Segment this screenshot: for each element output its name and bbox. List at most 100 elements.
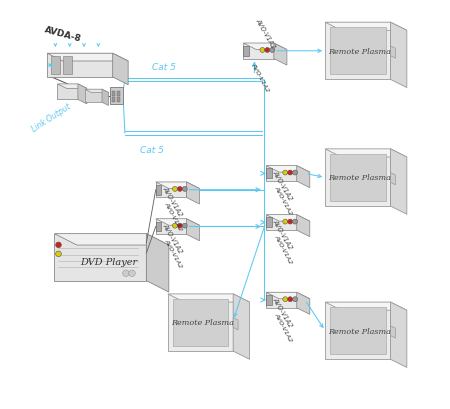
Bar <box>243 47 249 56</box>
Circle shape <box>283 220 288 225</box>
Text: AVO-V1A2: AVO-V1A2 <box>274 234 293 264</box>
Polygon shape <box>266 215 297 231</box>
Polygon shape <box>112 54 128 85</box>
Polygon shape <box>47 54 113 78</box>
Circle shape <box>288 171 292 175</box>
Polygon shape <box>78 85 87 105</box>
Text: AVO-V1A2: AVO-V1A2 <box>162 186 184 218</box>
Bar <box>110 88 123 105</box>
Polygon shape <box>168 294 249 302</box>
Circle shape <box>288 220 292 225</box>
Polygon shape <box>391 47 396 59</box>
Polygon shape <box>58 85 78 100</box>
Polygon shape <box>325 23 407 31</box>
Text: Remote Plasma: Remote Plasma <box>171 319 234 327</box>
Polygon shape <box>186 182 199 204</box>
Polygon shape <box>266 166 310 173</box>
Circle shape <box>56 252 61 257</box>
Polygon shape <box>243 44 287 50</box>
Bar <box>112 98 116 103</box>
Circle shape <box>172 187 177 192</box>
Polygon shape <box>391 149 407 215</box>
Text: Remote Plasma: Remote Plasma <box>328 327 392 335</box>
Bar <box>266 218 272 228</box>
Circle shape <box>260 48 265 53</box>
Polygon shape <box>54 234 169 245</box>
Polygon shape <box>146 234 169 292</box>
Polygon shape <box>243 44 274 59</box>
Polygon shape <box>266 292 310 299</box>
Polygon shape <box>233 294 249 360</box>
Text: DVD Player: DVD Player <box>80 257 137 266</box>
Polygon shape <box>325 23 391 80</box>
Polygon shape <box>47 54 128 62</box>
Text: AVO-V1A2: AVO-V1A2 <box>251 62 270 93</box>
Polygon shape <box>391 23 407 88</box>
Polygon shape <box>266 215 310 222</box>
Polygon shape <box>297 215 310 237</box>
Text: AVO-V1A2: AVO-V1A2 <box>162 222 184 254</box>
Polygon shape <box>156 219 186 235</box>
Bar <box>51 57 60 75</box>
Polygon shape <box>266 292 297 308</box>
Polygon shape <box>85 90 108 93</box>
Bar <box>112 92 116 97</box>
Circle shape <box>283 297 288 302</box>
Bar <box>63 57 72 75</box>
Circle shape <box>292 297 297 302</box>
Circle shape <box>177 224 182 229</box>
Polygon shape <box>266 166 297 182</box>
Polygon shape <box>233 318 238 330</box>
Text: Remote Plasma: Remote Plasma <box>328 174 392 182</box>
Circle shape <box>288 297 292 302</box>
Polygon shape <box>168 294 233 351</box>
Text: AVO-V1A2: AVO-V1A2 <box>274 311 293 342</box>
Circle shape <box>123 270 129 277</box>
Circle shape <box>292 220 297 225</box>
Polygon shape <box>325 302 391 360</box>
Polygon shape <box>274 44 287 66</box>
Polygon shape <box>391 173 396 185</box>
Circle shape <box>270 48 274 53</box>
Bar <box>117 98 121 103</box>
Circle shape <box>182 187 187 192</box>
Polygon shape <box>297 292 310 315</box>
Text: AVO-V1A2: AVO-V1A2 <box>272 296 294 328</box>
Text: AVO-V1A2: AVO-V1A2 <box>272 169 294 201</box>
Text: AVO-V1A2: AVO-V1A2 <box>272 218 294 250</box>
Polygon shape <box>186 219 199 241</box>
Text: AVO-V1A2: AVO-V1A2 <box>254 18 276 49</box>
Polygon shape <box>330 28 386 75</box>
Polygon shape <box>102 90 108 106</box>
Text: AVO-V1A2: AVO-V1A2 <box>274 184 293 215</box>
Polygon shape <box>156 182 199 189</box>
Bar <box>266 169 272 179</box>
Polygon shape <box>58 85 87 89</box>
Circle shape <box>177 187 182 192</box>
Circle shape <box>283 171 288 175</box>
Bar <box>117 92 121 97</box>
Polygon shape <box>297 166 310 188</box>
Polygon shape <box>325 149 391 207</box>
Polygon shape <box>173 299 228 346</box>
Polygon shape <box>156 219 199 226</box>
Bar <box>266 295 272 305</box>
Text: AVO-V1A2: AVO-V1A2 <box>163 238 183 268</box>
Polygon shape <box>325 302 407 310</box>
Text: AVDA-8: AVDA-8 <box>43 25 82 44</box>
Text: Link Output: Link Output <box>30 102 72 134</box>
Bar <box>156 222 162 232</box>
Polygon shape <box>391 326 396 338</box>
Text: Remote Plasma: Remote Plasma <box>328 48 392 56</box>
Circle shape <box>56 243 61 248</box>
Bar <box>156 185 162 195</box>
Polygon shape <box>391 302 407 368</box>
Circle shape <box>172 224 177 229</box>
Text: Cat 5: Cat 5 <box>140 145 163 154</box>
Circle shape <box>265 48 270 53</box>
Polygon shape <box>54 234 146 281</box>
Polygon shape <box>330 154 386 202</box>
Circle shape <box>129 270 135 277</box>
Polygon shape <box>85 90 102 103</box>
Polygon shape <box>330 307 386 355</box>
